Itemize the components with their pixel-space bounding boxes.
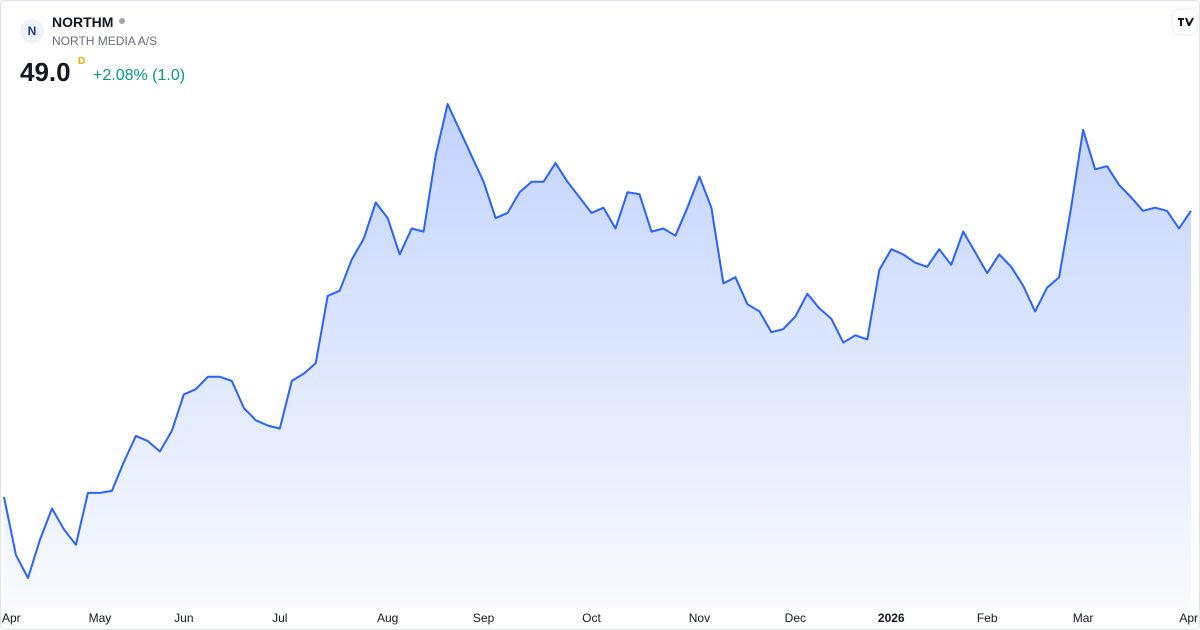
x-tick-label: Feb (977, 611, 998, 625)
currency: D (78, 56, 86, 67)
x-tick-label: Sep (473, 611, 495, 625)
x-tick-label: May (89, 611, 112, 625)
company-name: NORTH MEDIA A/S (52, 34, 158, 48)
price: 49.0 (20, 57, 71, 87)
logo: N (20, 19, 44, 43)
x-tick-label: Dec (785, 611, 806, 625)
x-tick-label: Apr (1179, 611, 1198, 625)
area-fill (4, 104, 1191, 607)
x-tick-label: Aug (377, 611, 398, 625)
price-line (3, 103, 1192, 579)
status-dot (119, 18, 125, 24)
symbol: NORTHM (52, 14, 114, 30)
x-tick-label: Jul (272, 611, 287, 625)
x-tick-label: Jun (174, 611, 193, 625)
x-tick-label: Oct (582, 611, 601, 625)
x-tick-label: Apr (2, 611, 21, 625)
x-tick-label: Mar (1073, 611, 1094, 625)
tv-logo[interactable] (1171, 8, 1199, 36)
x-tick-label: 2026 (878, 611, 905, 625)
change: +2.08% (1.0) (93, 67, 186, 84)
x-tick-label: Nov (689, 611, 710, 625)
